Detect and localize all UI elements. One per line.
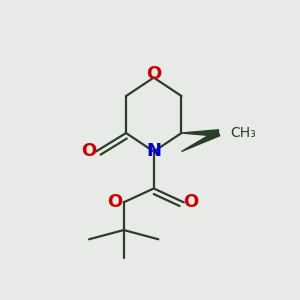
Polygon shape [182,130,220,152]
Polygon shape [182,130,218,136]
Text: O: O [107,193,122,211]
Text: CH₃: CH₃ [230,126,256,140]
Text: O: O [183,193,198,211]
Text: N: N [146,142,161,160]
Text: O: O [81,142,97,160]
Text: O: O [146,65,161,83]
